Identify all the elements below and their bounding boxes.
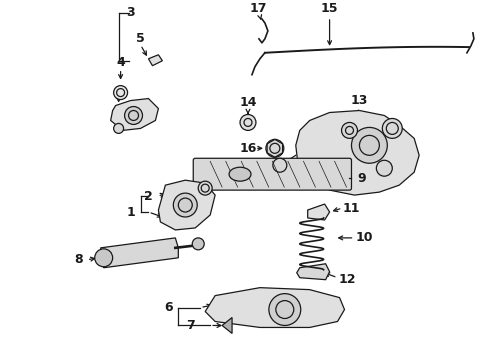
Circle shape [376,160,392,176]
Text: 13: 13 [351,94,368,107]
Text: 12: 12 [339,273,356,286]
FancyBboxPatch shape [193,158,351,190]
Circle shape [198,181,212,195]
Circle shape [114,86,127,100]
Circle shape [95,249,113,267]
Text: 16: 16 [239,142,257,155]
Text: 2: 2 [144,190,153,203]
Polygon shape [205,288,344,328]
Circle shape [124,107,143,125]
Circle shape [114,123,123,134]
Text: 5: 5 [136,32,145,45]
Circle shape [342,122,358,138]
Polygon shape [148,55,162,66]
Circle shape [192,238,204,250]
Text: 9: 9 [357,172,366,185]
Text: 7: 7 [186,319,195,332]
Text: 15: 15 [321,3,338,15]
Circle shape [269,294,301,325]
Circle shape [273,158,287,172]
Polygon shape [158,180,215,230]
Circle shape [173,193,197,217]
Polygon shape [297,264,330,280]
Text: 8: 8 [74,253,83,266]
Circle shape [351,127,387,163]
Text: 1: 1 [126,206,135,219]
Text: 14: 14 [239,96,257,109]
Text: 10: 10 [356,231,373,244]
Text: 17: 17 [249,3,267,15]
Text: 11: 11 [343,202,360,215]
Ellipse shape [229,167,251,181]
Polygon shape [101,238,178,268]
Text: 6: 6 [164,301,172,314]
Circle shape [240,114,256,130]
Polygon shape [308,204,330,220]
Text: 4: 4 [116,56,125,69]
Polygon shape [296,111,419,195]
Polygon shape [111,99,158,130]
Circle shape [382,118,402,138]
Circle shape [266,139,284,157]
Polygon shape [222,318,232,333]
Text: 3: 3 [126,6,135,19]
